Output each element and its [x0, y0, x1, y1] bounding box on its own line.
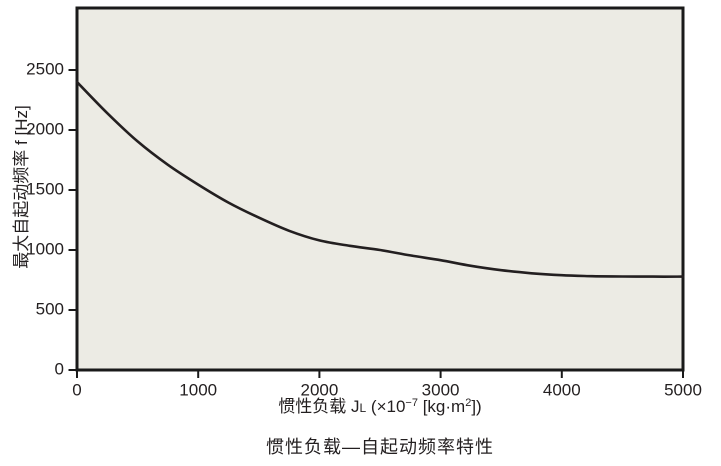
- chart-title: 惯性负载—自起动频率特性: [266, 437, 494, 457]
- y-tick-label: 500: [36, 299, 64, 318]
- x-tick-label: 4000: [543, 380, 581, 399]
- y-tick-label: 2000: [26, 119, 64, 138]
- x-axis-title-segment: ]): [471, 397, 482, 416]
- x-tick-label: 1000: [179, 380, 217, 399]
- x-axis-title-segment: L: [359, 401, 367, 415]
- x-tick-label: 0: [72, 380, 81, 399]
- x-axis-title-segment: 惯性负载 J: [278, 397, 360, 416]
- plot-area: [77, 8, 683, 370]
- x-tick-label: 2000: [300, 380, 338, 399]
- y-tick-label: 1000: [26, 239, 64, 258]
- plot-frame: [75, 6, 685, 372]
- x-axis-title-segment: (×10: [366, 397, 406, 416]
- frequency-curve: [75, 80, 685, 278]
- y-tick-label: 2500: [26, 59, 64, 78]
- x-tick-label: 5000: [664, 380, 702, 399]
- y-tick-label: 1500: [26, 179, 64, 198]
- x-axis-title-segment: [kg·m: [417, 397, 466, 416]
- y-tick-label: 0: [55, 359, 64, 378]
- x-axis-title-segment: 2: [465, 397, 472, 409]
- x-axis-title: 惯性负载 JL (×10−7 [kg·m2]): [77, 392, 683, 417]
- x-tick-label: 3000: [422, 380, 460, 399]
- x-axis-title-segment: −7: [405, 397, 418, 409]
- y-axis-title: 最大自起动频率 f [Hz]: [12, 105, 31, 269]
